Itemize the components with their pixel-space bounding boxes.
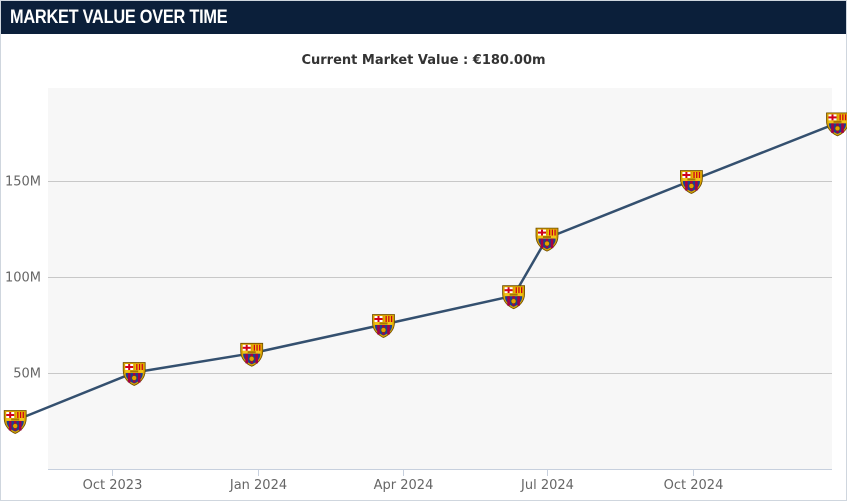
axes: 50M 100M 150M Oct 2023 Jan 2024 Apr 2024 Jul 2… (5, 175, 832, 493)
x-tick-label: Apr 2024 (374, 478, 434, 493)
plot-area (48, 88, 832, 469)
x-tick-label: Oct 2024 (664, 478, 724, 493)
club-crest-icon[interactable] (502, 285, 525, 310)
x-tick-label: Oct 2023 (83, 478, 143, 493)
series-line-group (14, 121, 838, 422)
club-crest-icon[interactable] (240, 342, 264, 367)
y-tick-label: 150M (5, 175, 41, 190)
widget-title: MARKET VALUE OVER TIME (10, 7, 228, 28)
y-tick-label: 50M (13, 367, 41, 382)
current-market-value: Current Market Value : €180.00m (301, 53, 546, 68)
data-point-markers (3, 112, 847, 434)
club-crest-icon[interactable] (680, 170, 703, 194)
x-tick-label: Jul 2024 (520, 478, 574, 493)
x-tick-label: Jan 2024 (229, 478, 287, 493)
club-crest-icon[interactable] (122, 362, 146, 386)
club-crest-icon[interactable] (535, 227, 559, 252)
club-crest-icon[interactable] (3, 410, 27, 434)
y-tick-label: 100M (5, 271, 41, 286)
club-crest-icon[interactable] (372, 314, 395, 338)
market-value-line (14, 121, 838, 422)
widget-header: MARKET VALUE OVER TIME (1, 1, 846, 34)
club-crest-icon[interactable] (826, 112, 847, 137)
